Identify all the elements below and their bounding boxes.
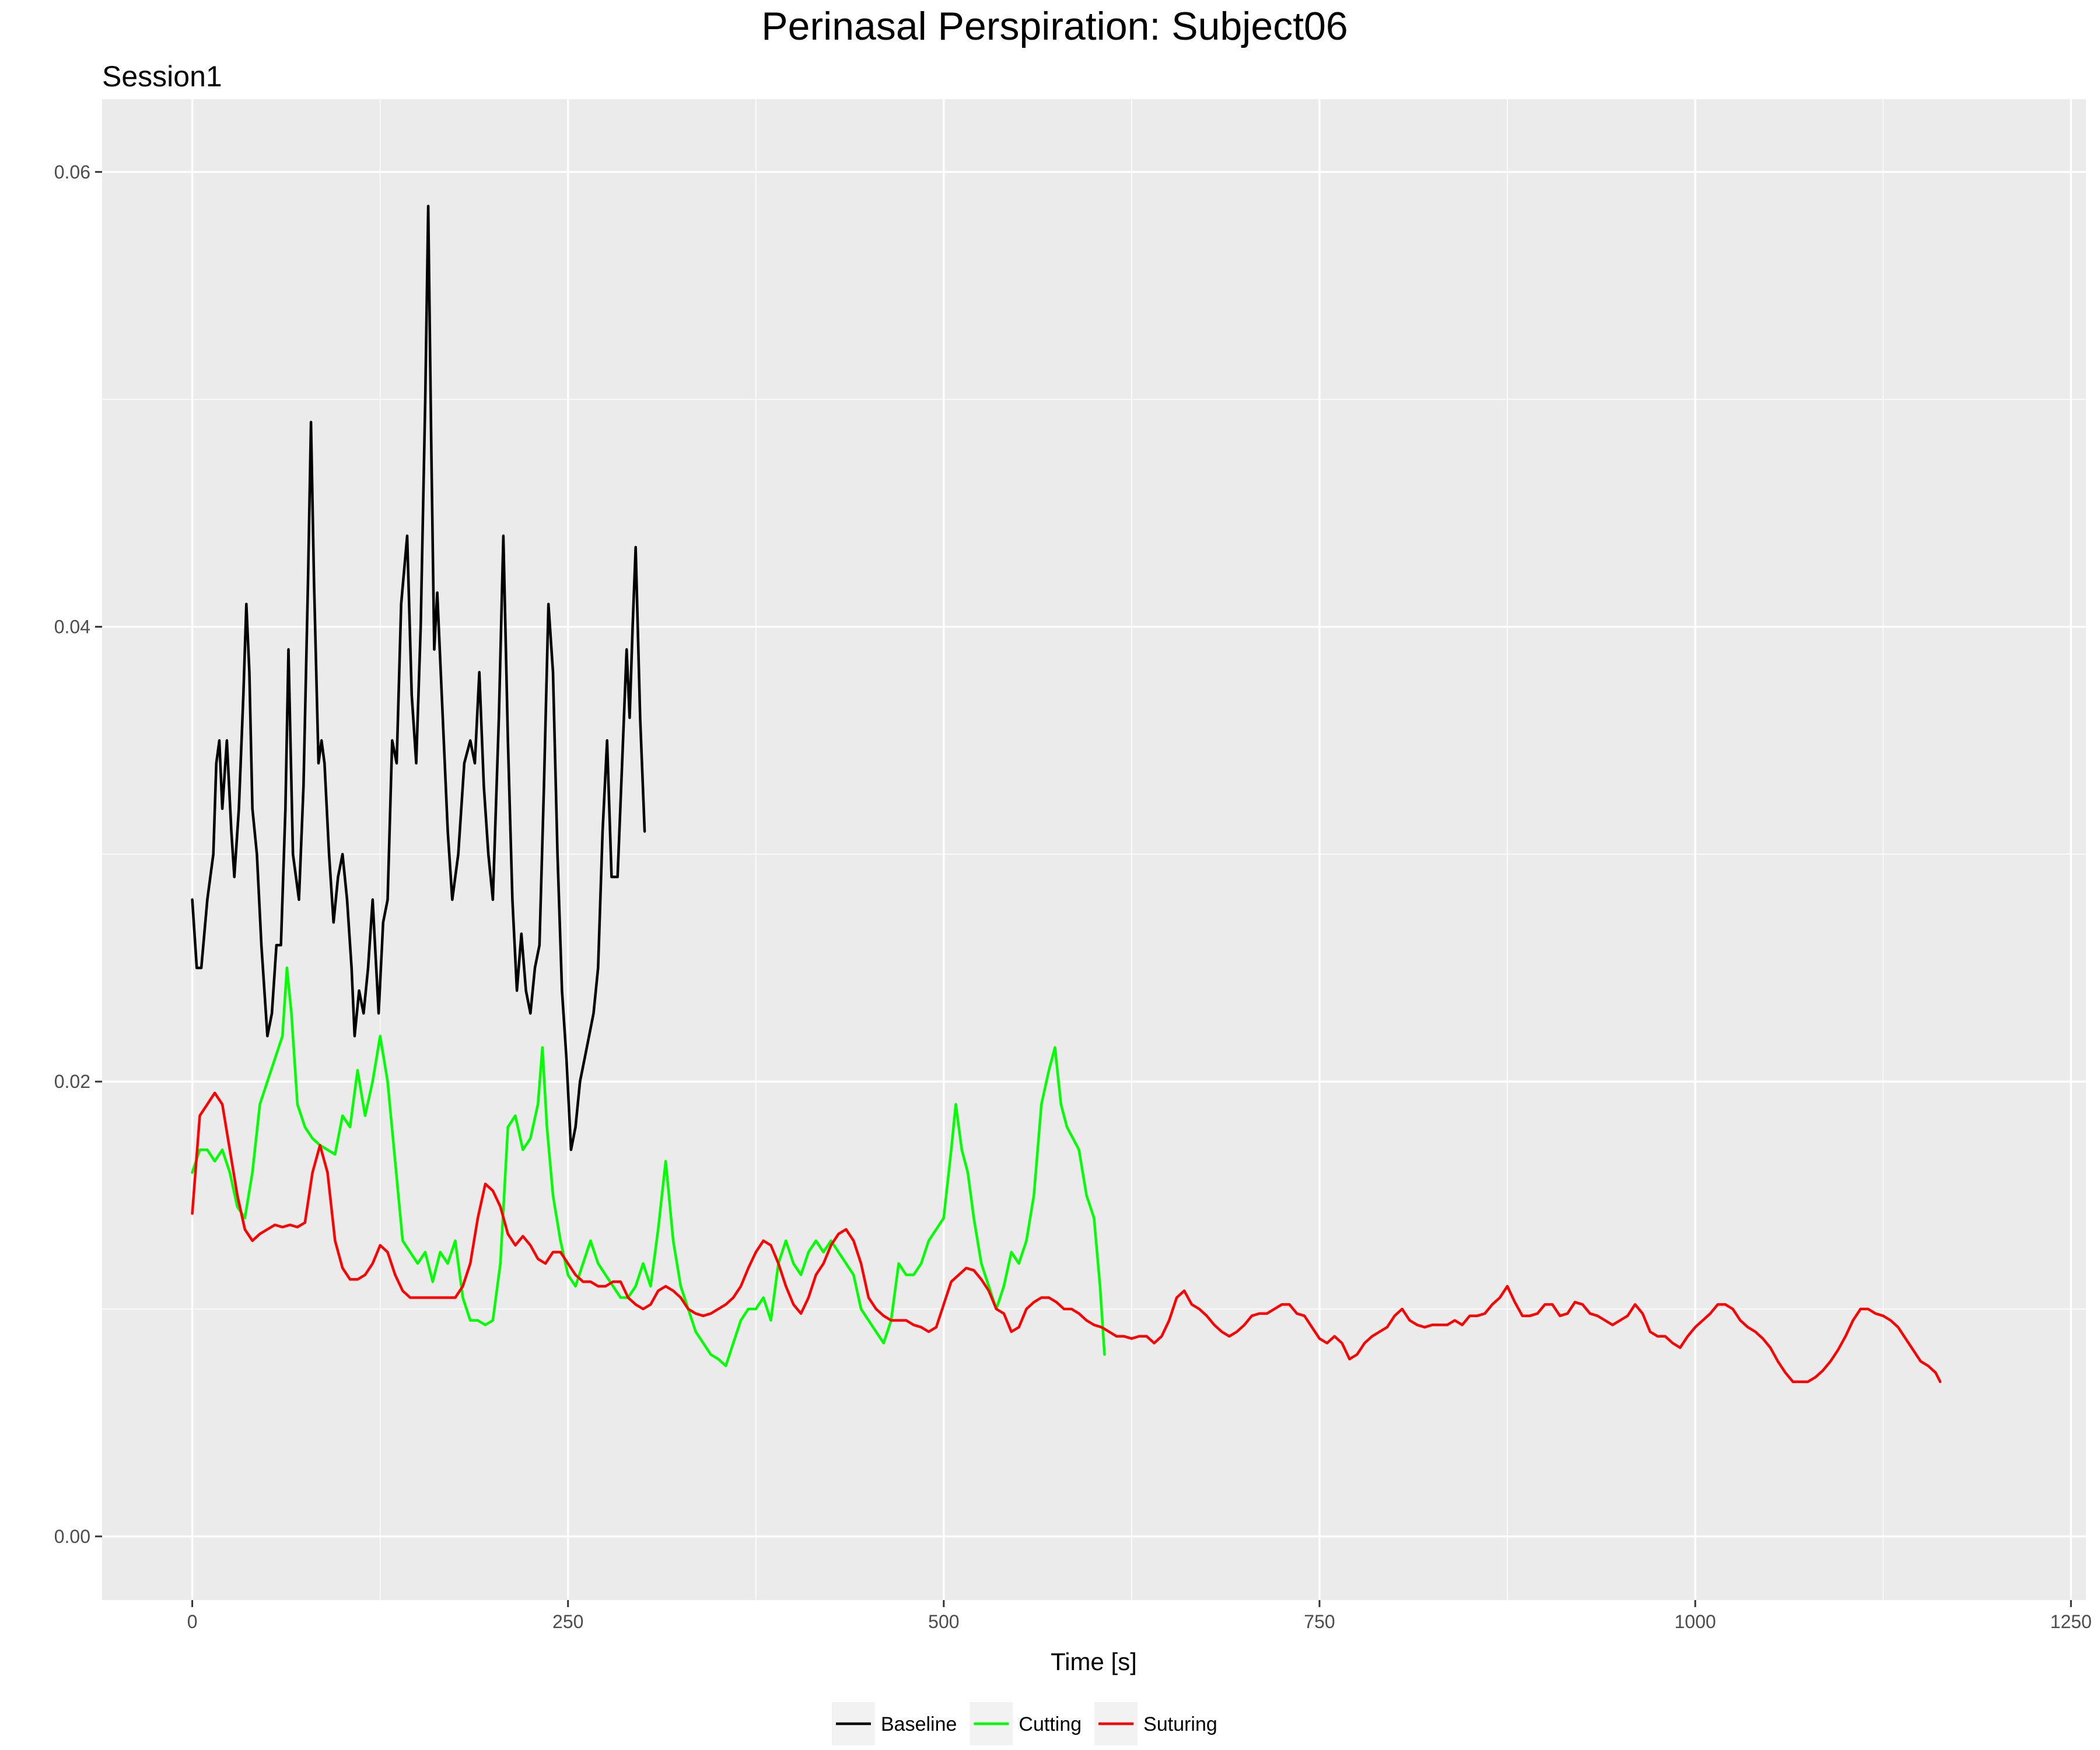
x-tick-label: 0 <box>187 1611 198 1632</box>
x-tick-label: 500 <box>928 1611 959 1632</box>
legend-item-suturing: Suturing <box>1094 1702 1217 1745</box>
series-line-cutting <box>191 966 1106 1367</box>
x-tick-label: 1250 <box>2050 1611 2092 1632</box>
y-tick-label: 0.04 <box>54 616 90 637</box>
chart-subtitle: Session1 <box>102 60 222 93</box>
legend-label: Suturing <box>1143 1713 1217 1735</box>
x-tick-label: 250 <box>552 1611 583 1632</box>
y-tick-label: 0.06 <box>54 162 90 183</box>
x-axis-title: Time [s] <box>1051 1648 1137 1675</box>
legend-label: Cutting <box>1019 1713 1082 1735</box>
legend-item-cutting: Cutting <box>970 1702 1082 1745</box>
chart-title: Perinasal Perspiration: Subject06 <box>761 4 1348 48</box>
plot-panel <box>102 99 2086 1600</box>
y-axis: 0.00 0.02 0.04 0.06 <box>54 162 102 1547</box>
y-tick-label: 0.02 <box>54 1071 90 1092</box>
y-tick-label: 0.00 <box>54 1526 90 1547</box>
series-lines <box>191 204 1942 1383</box>
legend-label: Baseline <box>881 1713 957 1735</box>
x-tick-label: 750 <box>1304 1611 1335 1632</box>
x-tick-label: 1000 <box>1675 1611 1716 1632</box>
legend-item-baseline: Baseline <box>832 1702 957 1745</box>
grid-lines <box>102 99 2086 1600</box>
series-line-baseline <box>191 204 646 1152</box>
series-line-suturing <box>191 1091 1942 1383</box>
x-axis: 0 250 500 750 1000 1250 <box>187 1600 2092 1632</box>
legend: Baseline Cutting Suturing <box>832 1702 1217 1745</box>
